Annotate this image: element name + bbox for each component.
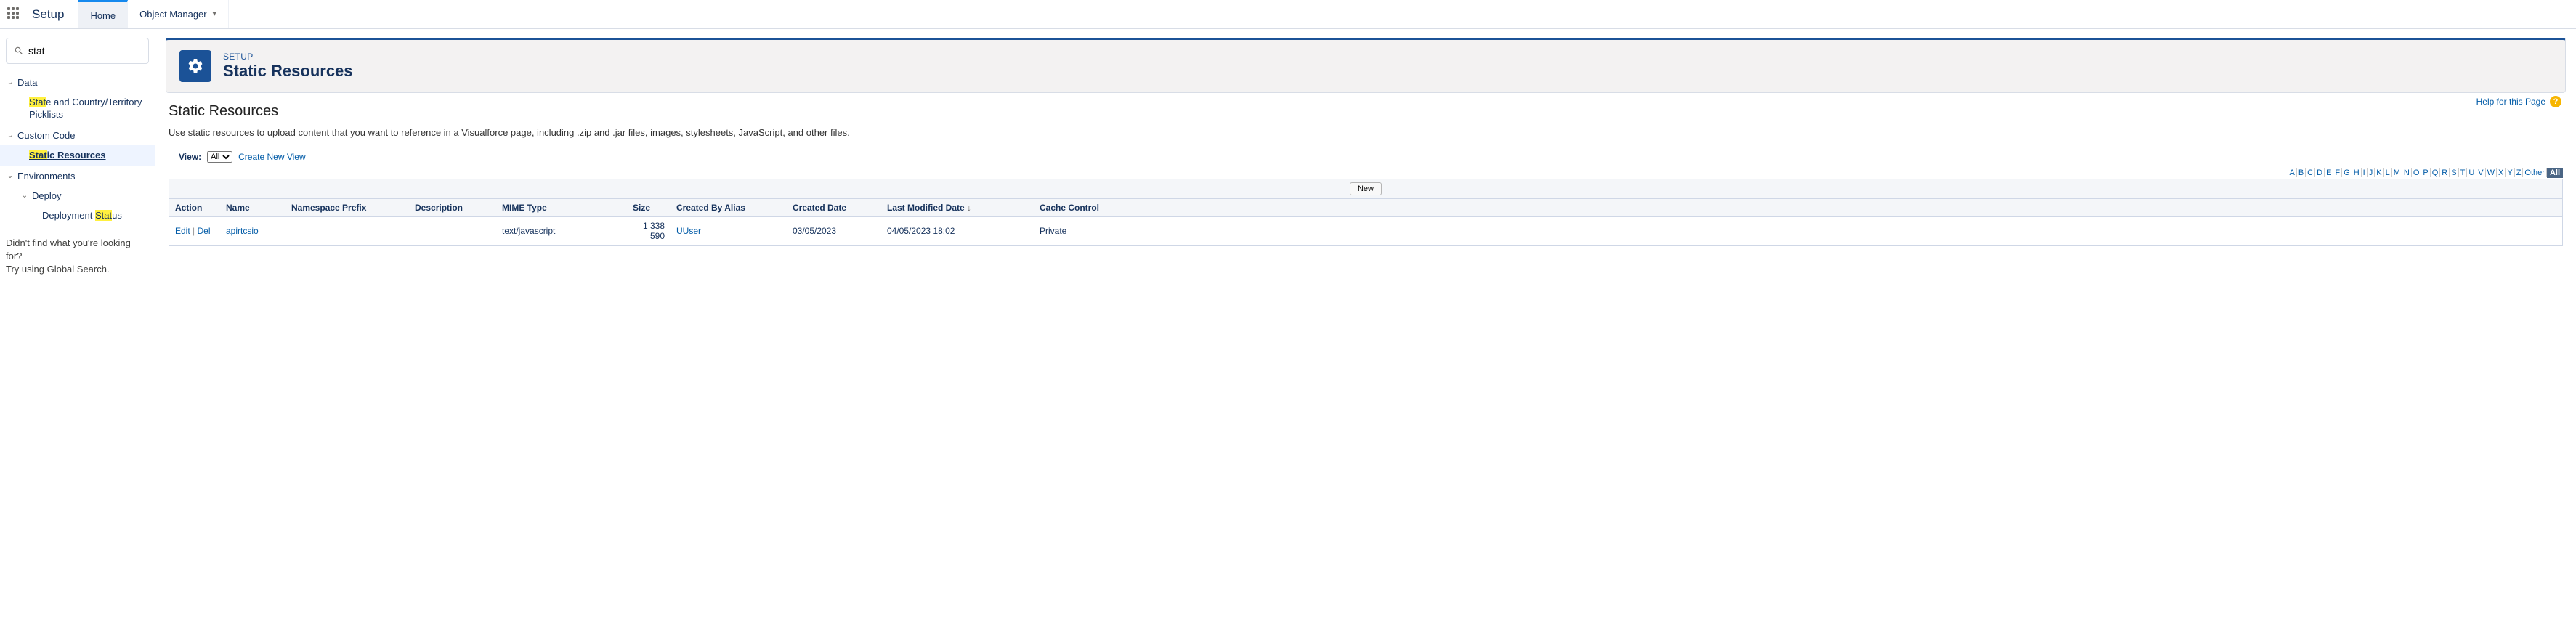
rolodex-letter[interactable]: K	[2375, 168, 2383, 177]
cell-last-modified: 04/05/2023 18:02	[881, 217, 1034, 245]
col-created-by[interactable]: Created By Alias	[671, 199, 787, 217]
chevron-down-icon: ▾	[213, 10, 216, 18]
tree-group-label: Custom Code	[17, 130, 75, 141]
rolodex-letter[interactable]: O	[2412, 168, 2422, 177]
tab-label: Object Manager	[139, 9, 207, 20]
app-launcher-icon[interactable]	[7, 7, 22, 22]
cell-cache: Private	[1034, 217, 2562, 245]
col-action[interactable]: Action	[169, 199, 220, 217]
tree-group-label: Deploy	[32, 190, 61, 201]
setup-sidebar: ⌄Data State and Country/Territory Pickli…	[0, 29, 155, 290]
view-select[interactable]: All	[207, 151, 232, 163]
rolodex-letter[interactable]: C	[2306, 168, 2315, 177]
created-by-link[interactable]: UUser	[676, 226, 701, 236]
classic-page-title: Static Resources	[169, 103, 2563, 120]
rolodex: ABCDEFGHIJKLMNOPQRSTUVWXYZOtherAll	[169, 168, 2563, 177]
rolodex-letter[interactable]: L	[2384, 168, 2392, 177]
quick-find-input[interactable]	[28, 45, 141, 57]
rolodex-letter[interactable]: F	[2333, 168, 2342, 177]
page-description: Use static resources to upload content t…	[169, 127, 2563, 138]
rolodex-letter[interactable]: Y	[2506, 168, 2514, 177]
main-content: SETUP Static Resources Help for this Pag…	[155, 29, 2576, 290]
rolodex-letter[interactable]: G	[2342, 168, 2352, 177]
help-icon: ?	[2550, 96, 2561, 107]
col-mime[interactable]: MIME Type	[496, 199, 627, 217]
chevron-down-icon: ⌄	[6, 131, 15, 139]
new-button[interactable]: New	[1350, 182, 1382, 195]
col-cache[interactable]: Cache Control	[1034, 199, 2562, 217]
rolodex-letter[interactable]: W	[2486, 168, 2497, 177]
list-table-wrap: New Action Name Namespace Prefix Descrip…	[169, 179, 2563, 246]
rolodex-letter[interactable]: V	[2476, 168, 2485, 177]
tree-group-label: Data	[17, 77, 37, 88]
rolodex-letter[interactable]: Other	[2523, 168, 2547, 177]
tree-item-static-resources[interactable]: Static Resources	[0, 145, 155, 166]
tab-home[interactable]: Home	[78, 0, 128, 28]
tab-object-manager[interactable]: Object Manager ▾	[128, 0, 229, 28]
cell-size: 1 338 590	[627, 217, 671, 245]
edit-link[interactable]: Edit	[175, 226, 190, 236]
cell-mime: text/javascript	[496, 217, 627, 245]
chevron-down-icon: ⌄	[6, 78, 15, 86]
tree-group-custom-code[interactable]: ⌄Custom Code	[0, 126, 155, 145]
col-created-date[interactable]: Created Date	[787, 199, 881, 217]
cell-namespace	[285, 217, 409, 245]
page-header: SETUP Static Resources	[166, 38, 2566, 93]
static-resources-table: Action Name Namespace Prefix Description…	[169, 199, 2562, 245]
rolodex-letter[interactable]: P	[2421, 168, 2430, 177]
search-icon	[14, 46, 24, 56]
tree-item-state-picklists[interactable]: State and Country/Territory Picklists	[0, 92, 155, 126]
tree-group-label: Environments	[17, 171, 75, 182]
view-label: View:	[179, 152, 201, 162]
rolodex-letter[interactable]: E	[2325, 168, 2333, 177]
rolodex-letter[interactable]: B	[2297, 168, 2306, 177]
rolodex-letter[interactable]: I	[2362, 168, 2368, 177]
col-description[interactable]: Description	[409, 199, 496, 217]
create-new-view-link[interactable]: Create New View	[238, 152, 305, 162]
col-namespace[interactable]: Namespace Prefix	[285, 199, 409, 217]
view-filter-row: View: All Create New View	[169, 151, 2563, 163]
tree-group-data[interactable]: ⌄Data	[0, 73, 155, 92]
rolodex-letter[interactable]: Q	[2431, 168, 2441, 177]
rolodex-letter[interactable]: J	[2368, 168, 2375, 177]
table-row: Edit | Delapirtcsiotext/javascript1 338 …	[169, 217, 2562, 245]
rolodex-letter[interactable]: H	[2352, 168, 2362, 177]
rolodex-letter[interactable]: U	[2467, 168, 2476, 177]
rolodex-letter[interactable]: T	[2459, 168, 2468, 177]
rolodex-letter[interactable]: X	[2497, 168, 2506, 177]
help-for-page-link[interactable]: Help for this Page ?	[2476, 96, 2561, 107]
rolodex-letter[interactable]: S	[2450, 168, 2458, 177]
tree-group-deploy[interactable]: ⌄Deploy	[0, 186, 155, 206]
cell-created-date: 03/05/2023	[787, 217, 881, 245]
quick-find-input-wrap[interactable]	[6, 38, 149, 64]
tree-group-environments[interactable]: ⌄Environments	[0, 166, 155, 186]
rolodex-letter[interactable]: A	[2288, 168, 2296, 177]
sidebar-help-text: Didn't find what you're looking for? Try…	[0, 227, 155, 277]
col-size[interactable]: Size	[627, 199, 671, 217]
chevron-down-icon: ⌄	[6, 172, 15, 180]
tab-label: Home	[90, 10, 116, 21]
top-tabs: Home Object Manager ▾	[78, 0, 228, 28]
page-title: Static Resources	[223, 62, 353, 81]
gear-icon	[179, 50, 211, 82]
col-last-modified[interactable]: Last Modified Date	[881, 199, 1034, 217]
setup-tree: ⌄Data State and Country/Territory Pickli…	[0, 73, 155, 227]
header-eyebrow: SETUP	[223, 52, 353, 62]
cell-description	[409, 217, 496, 245]
chevron-down-icon: ⌄	[20, 192, 29, 200]
global-header: Setup Home Object Manager ▾	[0, 0, 2576, 29]
rolodex-letter[interactable]: M	[2392, 168, 2402, 177]
del-link[interactable]: Del	[198, 226, 211, 236]
rolodex-letter[interactable]: All	[2547, 168, 2563, 178]
tree-item-deployment-status[interactable]: Deployment Status	[0, 206, 155, 227]
rolodex-letter[interactable]: D	[2315, 168, 2325, 177]
list-button-row: New	[169, 179, 2562, 199]
col-name[interactable]: Name	[220, 199, 285, 217]
rolodex-letter[interactable]: Z	[2515, 168, 2524, 177]
context-app-label: Setup	[32, 7, 64, 22]
rolodex-letter[interactable]: R	[2440, 168, 2450, 177]
resource-name-link[interactable]: apirtcsio	[226, 226, 259, 236]
rolodex-letter[interactable]: N	[2402, 168, 2412, 177]
